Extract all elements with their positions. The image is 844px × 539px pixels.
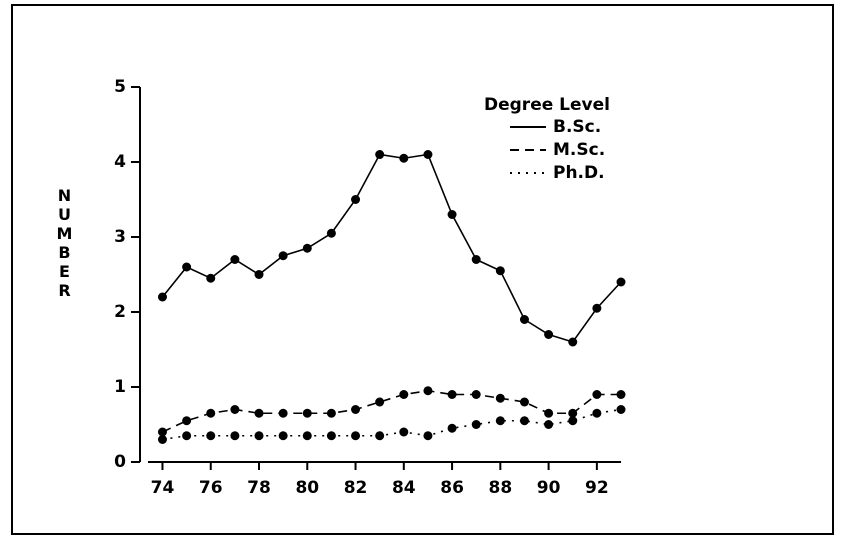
x-tick-label: 82 xyxy=(344,478,368,498)
data-point xyxy=(278,431,288,441)
data-point xyxy=(182,431,192,441)
data-point xyxy=(471,390,481,399)
data-point xyxy=(544,408,554,418)
data-point xyxy=(471,420,481,429)
data-point xyxy=(254,431,264,441)
x-tick-label: 88 xyxy=(489,478,513,498)
data-point xyxy=(351,195,361,204)
y-tick-label: 5 xyxy=(114,77,126,97)
legend-title: Degree Level xyxy=(484,95,610,115)
y-tick-label: 0 xyxy=(114,452,126,472)
x-tick-label: 92 xyxy=(585,478,609,498)
y-tick-label: 4 xyxy=(114,152,126,172)
data-point xyxy=(495,393,505,403)
data-point xyxy=(326,228,336,238)
data-point xyxy=(206,408,216,418)
data-point xyxy=(568,416,578,426)
data-point xyxy=(351,431,361,441)
data-point xyxy=(592,408,602,418)
data-point xyxy=(519,315,529,324)
data-point xyxy=(616,390,626,399)
data-point xyxy=(230,255,240,264)
data-point xyxy=(302,431,312,441)
data-point xyxy=(447,210,457,219)
data-point xyxy=(544,330,554,339)
data-point xyxy=(568,337,578,347)
data-point xyxy=(447,423,457,433)
x-tick-label: 76 xyxy=(199,478,223,498)
data-point xyxy=(423,150,433,159)
data-point xyxy=(302,408,312,418)
x-tick-label: 84 xyxy=(392,478,416,498)
frame xyxy=(11,4,834,535)
y-axis-label: NUMBER xyxy=(55,186,74,300)
data-point xyxy=(157,435,167,444)
legend-label: Ph.D. xyxy=(553,163,605,183)
data-point xyxy=(616,277,626,287)
data-point xyxy=(592,303,602,313)
data-point xyxy=(471,255,481,264)
data-point xyxy=(519,397,529,407)
data-point xyxy=(616,405,626,414)
legend-label: M.Sc. xyxy=(553,140,605,160)
data-point xyxy=(182,416,192,426)
data-point xyxy=(375,431,385,441)
legend-label: B.Sc. xyxy=(553,117,601,137)
data-point xyxy=(351,405,361,414)
data-point xyxy=(423,386,433,396)
x-tick-label: 80 xyxy=(295,478,319,498)
data-point xyxy=(375,150,385,159)
data-point xyxy=(157,427,167,437)
data-point xyxy=(592,390,602,399)
data-point xyxy=(519,416,529,426)
series-line xyxy=(161,153,622,343)
data-point xyxy=(254,270,264,279)
data-point xyxy=(399,390,409,399)
data-point xyxy=(399,153,409,163)
data-point xyxy=(206,273,216,283)
y-tick-label: 1 xyxy=(114,377,126,397)
x-tick-label: 86 xyxy=(440,478,464,498)
data-point xyxy=(230,405,240,414)
data-point xyxy=(375,397,385,407)
x-tick-label: 74 xyxy=(151,478,175,498)
data-point xyxy=(302,243,312,253)
data-point xyxy=(206,431,216,441)
data-point xyxy=(278,408,288,418)
data-point xyxy=(326,408,336,418)
data-point xyxy=(157,292,167,302)
data-point xyxy=(447,390,457,399)
data-point xyxy=(182,262,192,272)
data-point xyxy=(399,427,409,437)
y-tick-label: 2 xyxy=(114,302,126,322)
x-tick-label: 90 xyxy=(537,478,561,498)
data-point xyxy=(254,408,264,418)
data-point xyxy=(495,416,505,426)
data-point xyxy=(278,251,288,261)
data-point xyxy=(326,431,336,441)
data-point xyxy=(568,408,578,418)
y-tick-label: 3 xyxy=(114,227,126,247)
data-point xyxy=(495,266,505,276)
data-point xyxy=(544,420,554,429)
data-point xyxy=(230,431,240,441)
x-tick-label: 78 xyxy=(247,478,271,498)
data-point xyxy=(423,431,433,441)
